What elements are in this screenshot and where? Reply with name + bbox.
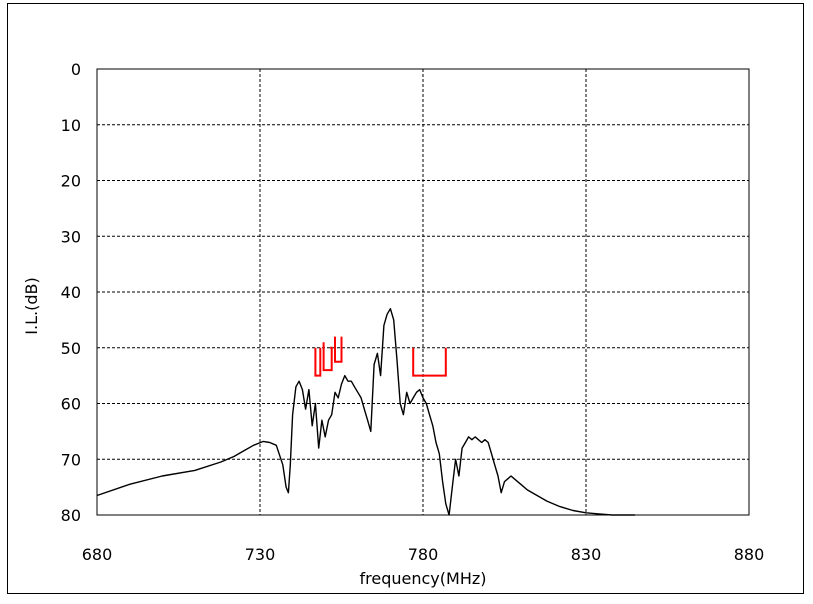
series-line-1	[96, 308, 635, 516]
y-tick-label: 80	[61, 506, 81, 525]
grid-lines	[97, 69, 749, 515]
mask-bracket-2	[322, 342, 333, 372]
response-trace	[96, 308, 635, 516]
plot-border	[96, 68, 750, 516]
y-tick-labels: 0 10 20 30 40 50 60 70 80	[61, 60, 81, 525]
mask-bracket-4	[412, 347, 447, 377]
mask-bracket-1	[314, 347, 322, 377]
x-tick-label: 830	[571, 545, 602, 564]
y-tick-label: 30	[61, 227, 81, 246]
x-tick-label: 730	[245, 545, 276, 564]
x-tick-label: 680	[82, 545, 113, 564]
y-tick-label: 10	[61, 116, 81, 135]
mask-bracket-3	[334, 336, 343, 363]
y-tick-label: 20	[61, 172, 81, 191]
x-axis-title: frequency(MHz)	[360, 569, 487, 588]
x-tick-label: 880	[734, 545, 765, 564]
y-tick-label: 60	[61, 395, 81, 414]
spec-mask	[314, 336, 447, 377]
chart-frame	[7, 3, 804, 594]
x-tick-label: 780	[408, 545, 439, 564]
y-tick-label: 0	[71, 60, 81, 79]
y-tick-label: 50	[61, 339, 81, 358]
y-tick-label: 70	[61, 450, 81, 469]
x-tick-labels: 680 730 780 830 880	[82, 545, 765, 564]
y-tick-label: 40	[61, 283, 81, 302]
y-axis-title: I.L.(dB)	[22, 277, 41, 334]
